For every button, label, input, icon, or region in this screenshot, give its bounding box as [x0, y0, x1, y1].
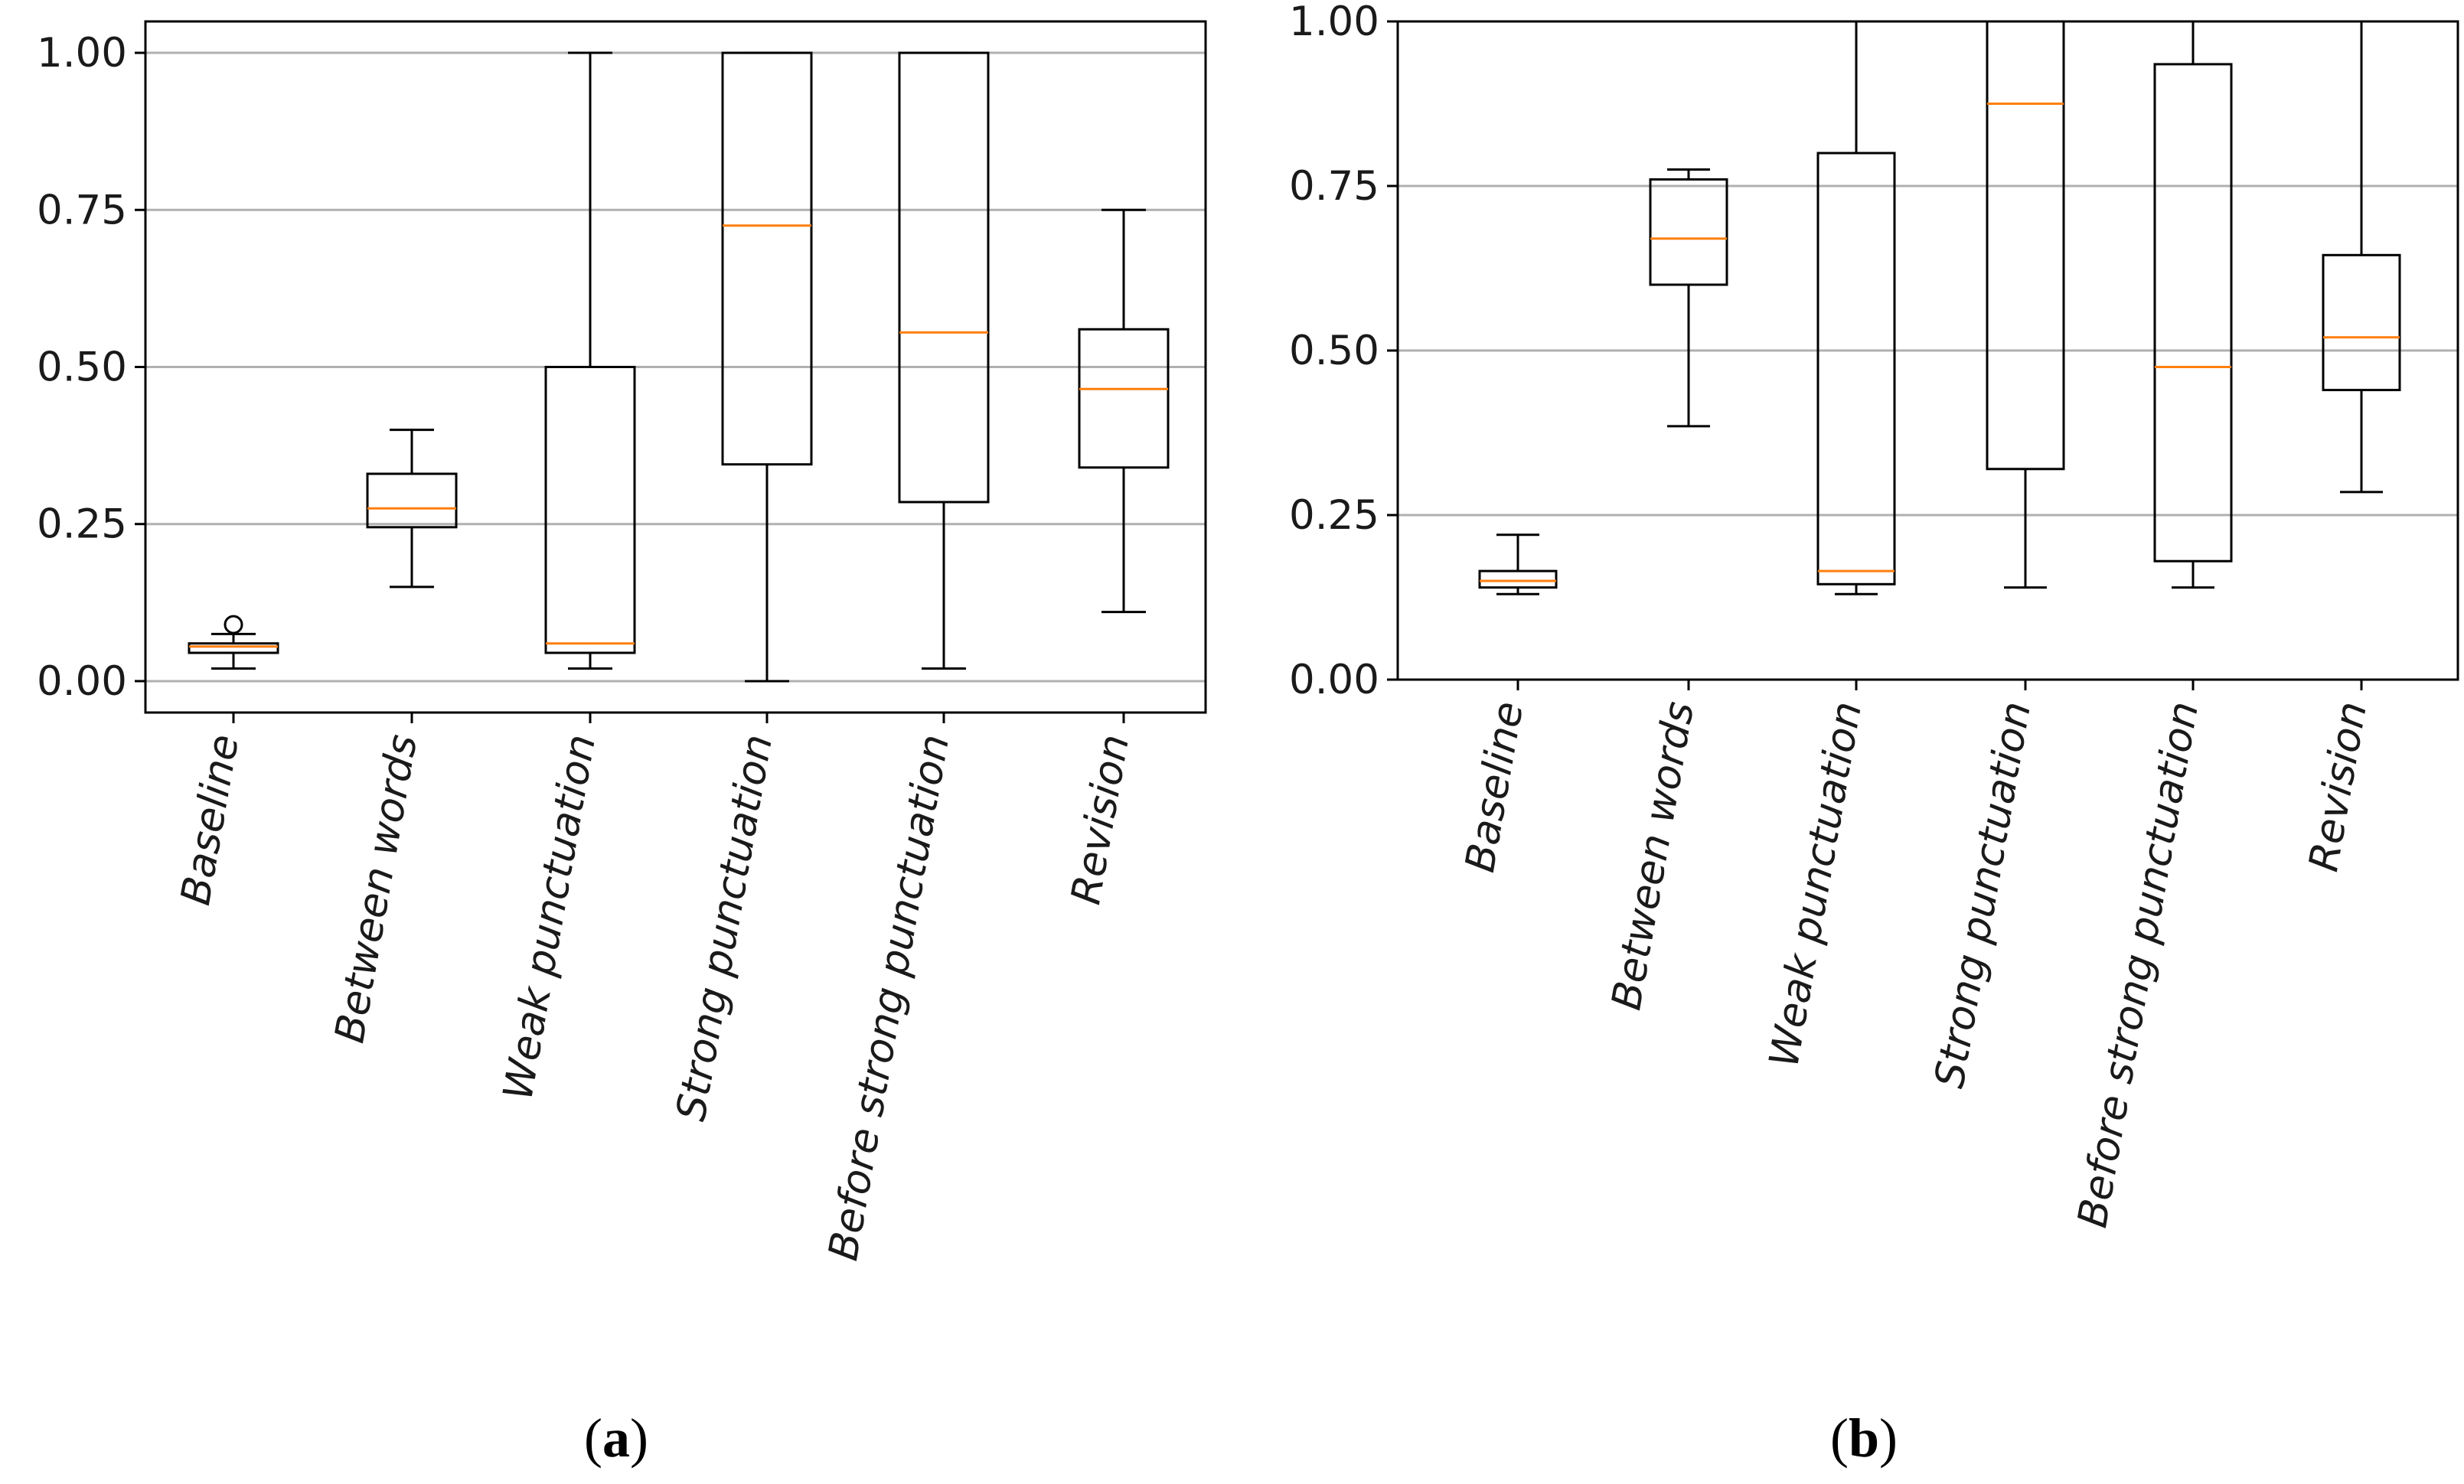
chart-panel-a: 0.00 0.25 0.50 0.75 1.00 Baseline Between word…	[37, 20, 1207, 1469]
y-tick-label: 0.50	[1289, 328, 1379, 374]
y-tick-label: 0.00	[37, 658, 127, 705]
iqr-box	[1986, 20, 2065, 471]
caption-b: (b)	[1829, 1407, 1898, 1469]
x-tick-label: Between words	[326, 731, 426, 1046]
x-tick-label: Between words	[1603, 698, 1703, 1013]
x-tick-label: Weak punctuation	[1761, 698, 1871, 1071]
iqr-box	[721, 51, 813, 466]
outlier-point	[224, 615, 243, 634]
iqr-box	[544, 366, 636, 654]
y-tick-label: 1.00	[37, 30, 127, 77]
y-tick-label: 0.25	[1289, 492, 1379, 539]
iqr-box	[366, 472, 458, 529]
x-tick-label: Baseline	[172, 731, 248, 908]
plot-frame	[1396, 20, 2459, 681]
x-tick-label: Strong punctuation	[667, 731, 782, 1124]
x-tick-label: Before strong punctuation	[820, 731, 958, 1264]
y-tick-label: 0.50	[37, 344, 127, 391]
x-tick-label: Revision	[2300, 698, 2376, 875]
iqr-box	[1816, 152, 1896, 585]
iqr-box	[2322, 253, 2401, 392]
x-tick-label: Baseline	[1457, 698, 1532, 876]
iqr-box	[898, 51, 990, 504]
iqr-box	[1078, 328, 1170, 469]
caption-a: (a)	[584, 1407, 648, 1469]
x-tick-label: Before strong punctuation	[2069, 698, 2208, 1231]
y-tick-label: 0.25	[37, 501, 127, 548]
boxplot-chart-b: 0.00 0.25 0.50 0.75 1.00 Baseline Between word…	[1289, 0, 2459, 1231]
x-tick-label: Revision	[1062, 731, 1138, 908]
iqr-box	[188, 642, 279, 654]
chart-panel-b: 0.00 0.25 0.50 0.75 1.00 Baseline Between word…	[1232, 0, 2464, 1484]
boxplot-chart-a: 0.00 0.25 0.50 0.75 1.00 Baseline Between word…	[37, 20, 1207, 1264]
iqr-box	[1649, 178, 1728, 286]
y-tick-label: 0.00	[1289, 657, 1379, 703]
iqr-box	[1478, 569, 1558, 589]
y-tick-label: 0.75	[37, 187, 127, 233]
x-tick-label: Weak punctuation	[494, 731, 605, 1104]
plot-frame	[144, 20, 1207, 714]
y-tick-label: 1.00	[1289, 0, 1379, 45]
y-tick-label: 0.75	[1289, 163, 1379, 210]
iqr-box	[2153, 63, 2233, 563]
x-tick-label: Strong punctuation	[1926, 698, 2040, 1091]
